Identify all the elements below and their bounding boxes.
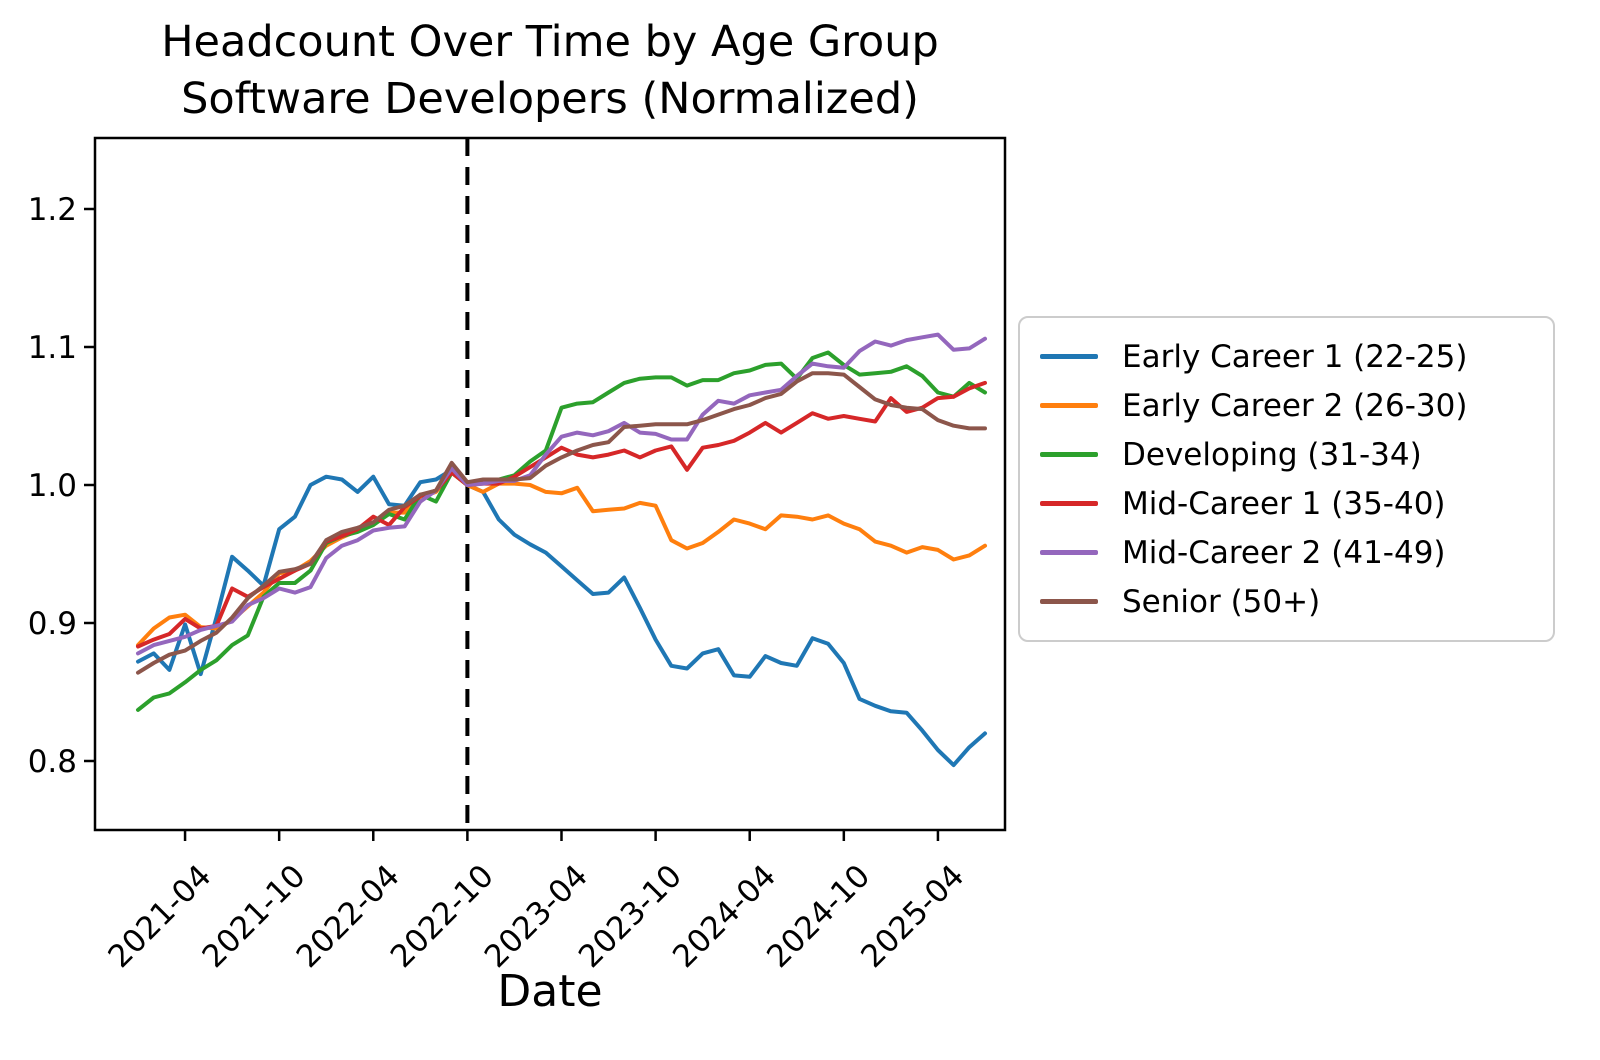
y-tick-label: 1.1 — [28, 330, 77, 366]
x-tick-label: 2022-04 — [290, 858, 407, 975]
series-line-developing-31-34 — [136, 350, 987, 712]
x-tick-label: 2021-04 — [101, 858, 218, 975]
legend-item: Early Career 2 (26-30) — [1040, 388, 1533, 424]
x-tick-label: 2023-04 — [478, 858, 595, 975]
x-tick-label: 2022-10 — [384, 858, 501, 975]
legend: Early Career 1 (22-25) Early Career 2 (26… — [1018, 316, 1555, 642]
legend-item: Mid-Career 1 (35-40) — [1040, 486, 1533, 522]
legend-line-swatch — [1040, 452, 1098, 457]
legend-item: Mid-Career 2 (41-49) — [1040, 535, 1533, 571]
legend-label: Early Career 1 (22-25) — [1122, 338, 1468, 375]
chart-title-line2: Software Developers (Normalized) — [181, 73, 919, 124]
y-tick-label: 0.8 — [28, 744, 77, 780]
legend-line-swatch — [1040, 354, 1098, 359]
series-line-mid-career-1-35-40 — [136, 380, 987, 649]
legend-label: Mid-Career 1 (35-40) — [1122, 485, 1446, 522]
legend-item: Developing (31-34) — [1040, 437, 1533, 473]
legend-line-swatch — [1040, 599, 1098, 604]
legend-item: Senior (50+) — [1040, 584, 1533, 620]
x-tick-label: 2025-04 — [854, 858, 971, 975]
series-line-early-career-2-26-30 — [136, 470, 987, 648]
chart-title: Headcount Over Time by Age Group Softwar… — [0, 14, 1100, 128]
legend-line-swatch — [1040, 501, 1098, 506]
x-tick-label: 2024-10 — [760, 858, 877, 975]
legend-label: Mid-Career 2 (41-49) — [1122, 534, 1446, 571]
y-tick-label: 1.2 — [28, 192, 77, 228]
legend-label: Early Career 2 (26-30) — [1122, 387, 1468, 424]
legend-line-swatch — [1040, 550, 1098, 555]
legend-line-swatch — [1040, 403, 1098, 408]
x-tick-label: 2023-10 — [572, 858, 689, 975]
legend-label: Developing (31-34) — [1122, 436, 1422, 473]
x-tick-label: 2021-10 — [196, 858, 313, 975]
x-axis-title: Date — [497, 966, 603, 1017]
series-line-early-career-1-22-25 — [136, 467, 987, 768]
legend-item: Early Career 1 (22-25) — [1040, 339, 1533, 375]
chart-title-line1: Headcount Over Time by Age Group — [161, 17, 939, 67]
plot-spines — [93, 136, 1007, 832]
legend-label: Senior (50+) — [1122, 583, 1321, 620]
y-tick-label: 0.9 — [28, 606, 77, 642]
y-tick-label: 1.0 — [28, 468, 77, 504]
x-tick-label: 2024-04 — [666, 858, 783, 975]
series-line-senior-50 — [136, 371, 987, 675]
series-line-mid-career-2-41-49 — [136, 332, 987, 656]
